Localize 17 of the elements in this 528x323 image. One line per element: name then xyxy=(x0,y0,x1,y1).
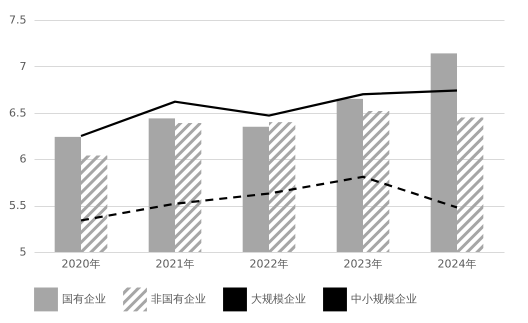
line-series xyxy=(80,89,458,138)
x-tick-label: 2024年 xyxy=(438,258,476,270)
y-tick-label: 5 xyxy=(20,246,26,258)
line-series xyxy=(80,176,458,222)
y-tick-label: 6 xyxy=(20,152,26,166)
y-tick-label: 7.5 xyxy=(9,14,26,26)
legend-label: 大规模企业 xyxy=(251,292,306,306)
legend-label: 国有企业 xyxy=(62,292,106,306)
legend-label: 中小规模企业 xyxy=(351,292,417,306)
y-tick-label: 5.5 xyxy=(9,199,26,212)
x-tick-label: 2021年 xyxy=(156,258,194,270)
y-tick-label: 7 xyxy=(20,60,26,73)
y-tick-label: 6.5 xyxy=(9,106,26,120)
x-tick-label: 2020年 xyxy=(62,258,100,270)
legend-label: 非国有企业 xyxy=(151,292,206,306)
x-tick-label: 2023年 xyxy=(344,258,382,270)
x-tick-label: 2022年 xyxy=(250,258,288,270)
